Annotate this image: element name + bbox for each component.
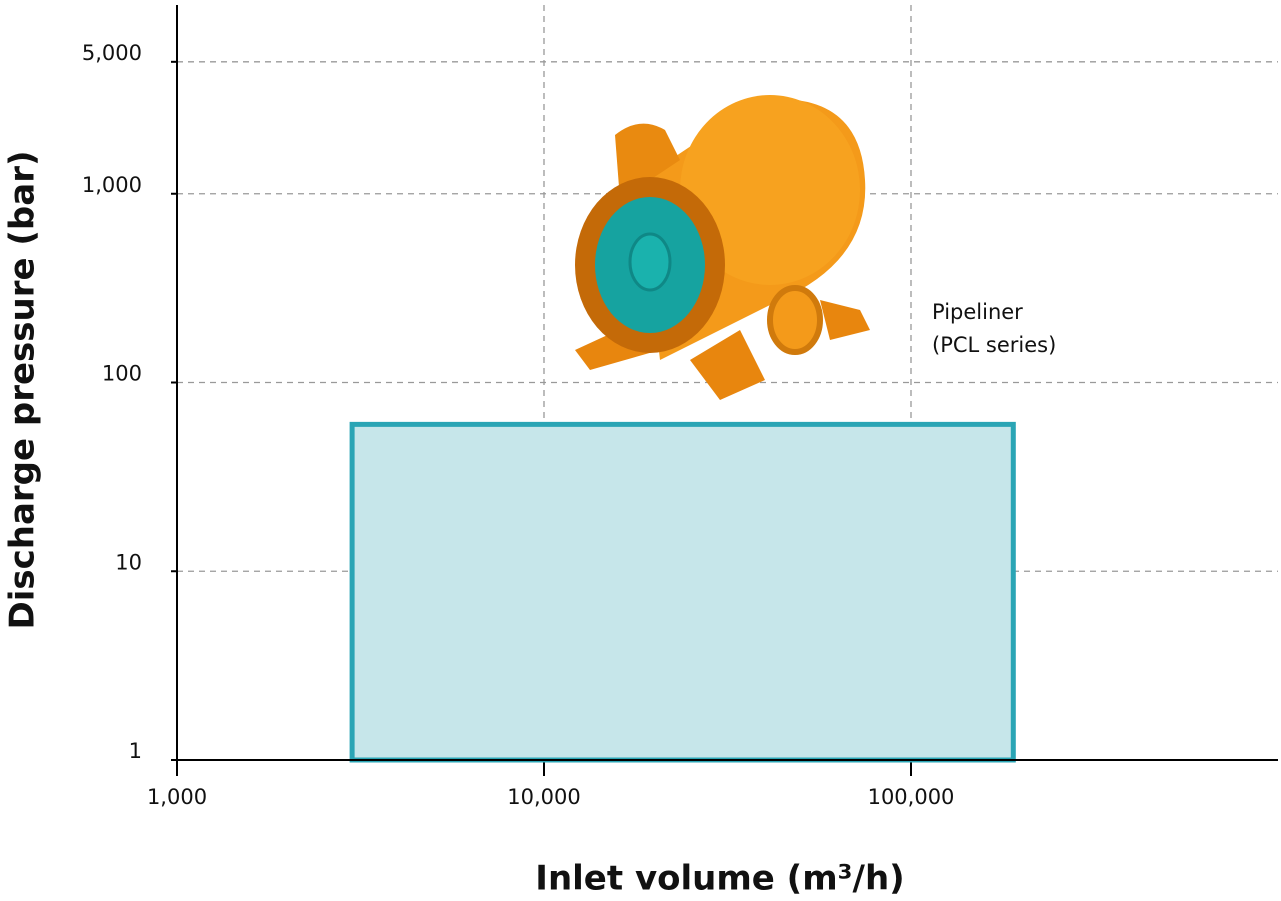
marks xyxy=(349,421,1016,763)
y-axis-title: Discharge pressure (bar) xyxy=(3,150,43,629)
y-tick-label: 1 xyxy=(129,739,142,763)
y-tick-label: 5,000 xyxy=(82,41,142,65)
x-tick-label: 100,000 xyxy=(868,785,955,809)
annotation: (PCL series) xyxy=(932,333,1056,357)
y-tick-label: 100 xyxy=(102,362,142,386)
pump-illustration xyxy=(575,95,870,400)
x-tick-label: 1,000 xyxy=(147,785,207,809)
x-tick-label: 10,000 xyxy=(507,785,580,809)
range-region xyxy=(349,421,1016,763)
x-axis-title: Inlet volume (m³/h) xyxy=(535,859,904,899)
y-tick-label: 10 xyxy=(115,550,142,574)
y-tick-label: 1,000 xyxy=(82,173,142,197)
annotation: Pipeliner xyxy=(932,300,1023,324)
